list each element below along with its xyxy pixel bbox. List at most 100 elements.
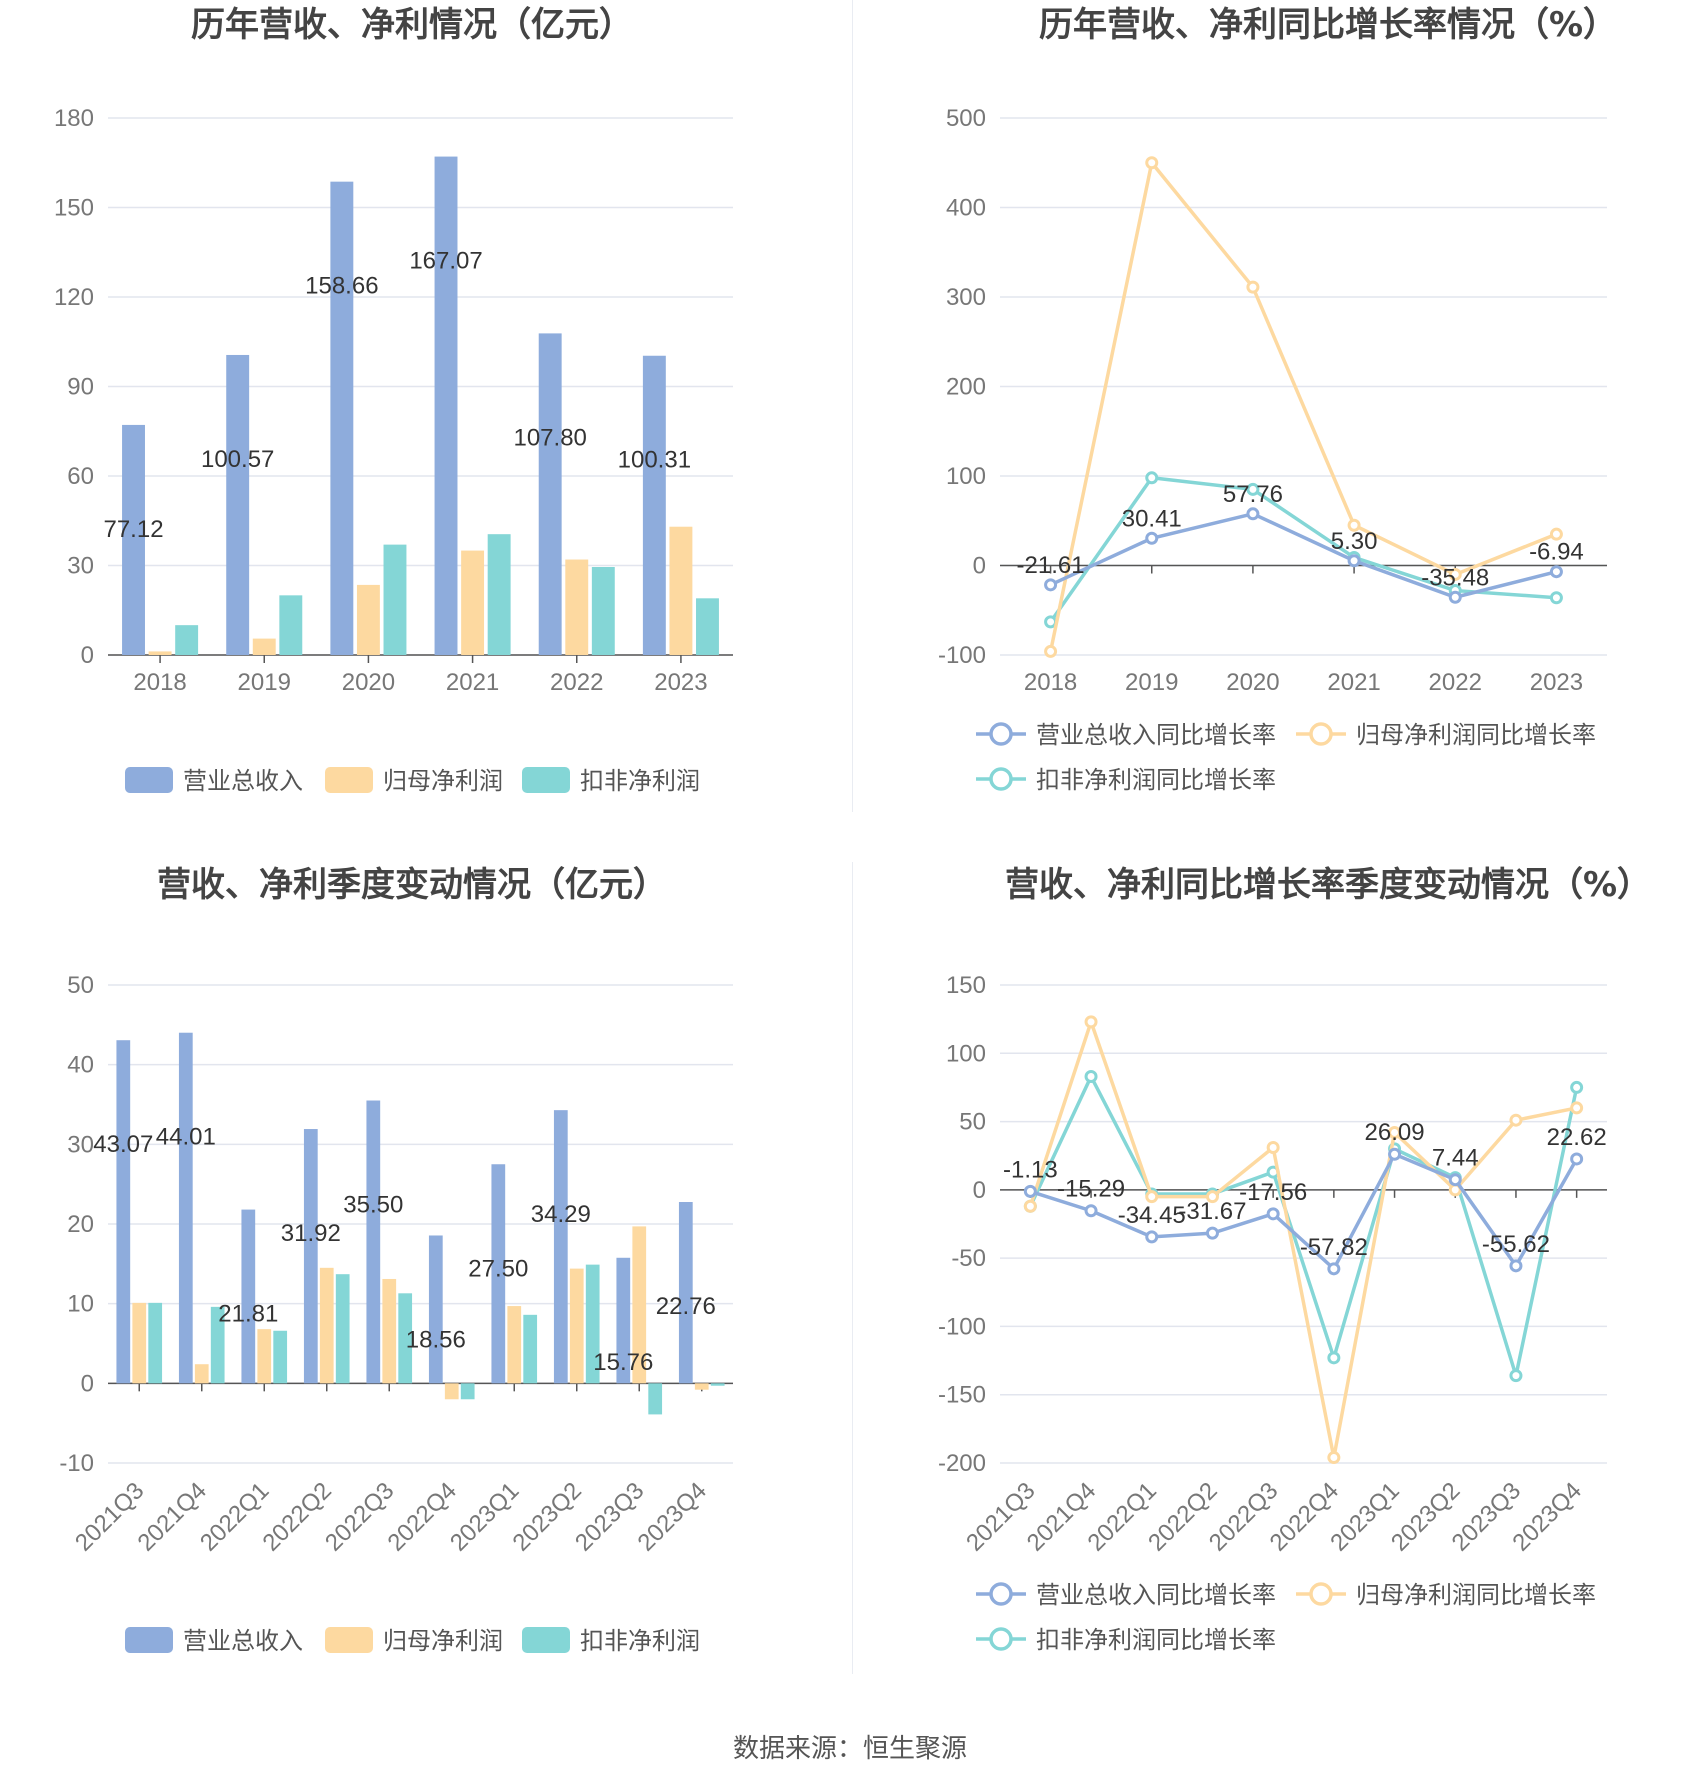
data-label: -55.62 (1482, 1231, 1550, 1258)
y-tick-label: 60 (67, 463, 94, 490)
series-line (1048, 158, 1558, 652)
bar (585, 1264, 600, 1384)
legend-marker (989, 1627, 1013, 1651)
y-tick-label: 40 (67, 1052, 94, 1079)
data-point (1145, 531, 1159, 545)
data-label: 27.50 (468, 1255, 528, 1282)
bar (303, 1129, 318, 1384)
bar (319, 1267, 334, 1384)
data-point (1246, 507, 1260, 521)
chart-panel-quarterly-amount: 营收、净利季度变动情况（亿元） -10 0 10 20 30 40 50 2021Q3 2021Q… (0, 860, 850, 1730)
data-label: 77.12 (103, 516, 163, 543)
data-point (1023, 1184, 1037, 1198)
data-point (1145, 156, 1159, 170)
x-tick-label: 2023 (654, 669, 707, 696)
data-label: -21.61 (1017, 552, 1085, 579)
y-tick-label: 180 (54, 105, 94, 132)
bar (642, 355, 666, 655)
bar (335, 1274, 350, 1384)
legend-marker (1309, 1582, 1333, 1606)
data-label: 5.30 (1331, 528, 1378, 555)
data-label: -35.48 (1421, 564, 1489, 591)
data-point (1327, 1351, 1341, 1365)
chart-annual-amount: 历年营收、净利情况（亿元） 0 30 60 90 120 150 180 2018 2019 202… (54, 5, 733, 795)
data-point (1570, 1080, 1584, 1094)
y-tick-label: 90 (67, 374, 94, 401)
x-tick-label: 2018 (1024, 669, 1077, 696)
chart-panel-quarterly-growth: 营收、净利同比增长率季度变动情况（%） -200 -150 -100 -50 0 50 100… (850, 860, 1700, 1730)
divider-bottom (852, 862, 853, 1674)
data-point (1327, 1262, 1341, 1276)
bar (330, 181, 354, 655)
x-tick-label: 2023Q2 (508, 1477, 587, 1556)
x-tick-label: 2022Q2 (258, 1477, 337, 1556)
data-point (1266, 1141, 1280, 1155)
bar (132, 1302, 147, 1384)
data-point (1205, 1226, 1219, 1240)
bar (538, 333, 562, 655)
y-tick-label: 150 (54, 195, 94, 222)
data-label: 7.44 (1432, 1145, 1479, 1172)
y-tick-label: 50 (959, 1109, 986, 1136)
legend-label: 扣非净利润 (580, 767, 700, 795)
x-tick-label: 2022Q3 (320, 1477, 399, 1556)
y-tick-label: 300 (946, 284, 986, 311)
chart-annual-growth: 历年营收、净利同比增长率情况（%） -100 0 100 200 300 400 500 201… (938, 5, 1617, 794)
data-point (1084, 1204, 1098, 1218)
data-point (1570, 1152, 1584, 1166)
data-point (1266, 1207, 1280, 1221)
data-label: 18.56 (406, 1326, 466, 1353)
x-tick-label: 2023Q4 (633, 1477, 712, 1556)
bar (434, 156, 458, 655)
bar (226, 354, 250, 655)
data-point (1327, 1451, 1341, 1465)
bar (116, 1040, 131, 1384)
y-tick-label: 200 (946, 374, 986, 401)
bar (257, 1329, 272, 1384)
x-tick-label: 2021Q4 (133, 1477, 212, 1556)
bar (178, 1032, 193, 1384)
chart-title: 营收、净利季度变动情况（亿元） (157, 865, 667, 905)
divider-top (852, 0, 853, 812)
legend-label: 扣非净利润 (580, 1627, 700, 1655)
data-label: 21.81 (218, 1301, 278, 1328)
data-label: 31.92 (281, 1220, 341, 1247)
bar (382, 1278, 397, 1384)
chart-panel-annual-growth: 历年营收、净利同比增长率情况（%） -100 0 100 200 300 400 500 201… (850, 0, 1700, 870)
x-tick-label: 2020 (1226, 669, 1279, 696)
chart-title: 历年营收、净利情况（亿元） (191, 5, 633, 45)
bar (694, 1383, 709, 1390)
data-label: 43.07 (93, 1131, 153, 1158)
chart-title: 历年营收、净利同比增长率情况（%） (1039, 5, 1617, 45)
data-point (1205, 1190, 1219, 1204)
x-tick-label: 2023 (1530, 669, 1583, 696)
legend-label: 归母净利润同比增长率 (1356, 1581, 1596, 1609)
data-label: 100.57 (201, 446, 274, 473)
legend-swatch (325, 1627, 373, 1653)
data-source: 数据来源：恒生聚源 (732, 1734, 967, 1764)
bar (569, 1268, 584, 1384)
bar (273, 1330, 288, 1384)
legend-marker (989, 1582, 1013, 1606)
data-label: 167.07 (409, 248, 482, 275)
x-tick-label: 2022Q1 (195, 1477, 274, 1556)
data-label: 30.41 (1122, 505, 1182, 532)
data-point (1448, 567, 1462, 581)
bar (553, 1110, 568, 1384)
data-point (1570, 1101, 1584, 1115)
data-point (1388, 1125, 1402, 1139)
x-tick-label: 2018 (133, 669, 186, 696)
bar (616, 1257, 631, 1384)
bar (669, 526, 693, 655)
bar (460, 1383, 475, 1400)
x-tick-label: 2021Q3 (70, 1477, 149, 1556)
legend-swatch (522, 1627, 570, 1653)
bar (461, 550, 485, 655)
x-tick-label: 2022 (550, 669, 603, 696)
data-label: -6.94 (1529, 539, 1584, 566)
y-tick-label: -100 (938, 1313, 986, 1340)
data-point (1347, 518, 1361, 532)
bar (241, 1209, 256, 1384)
bar (175, 625, 199, 655)
data-label: 57.76 (1223, 481, 1283, 508)
